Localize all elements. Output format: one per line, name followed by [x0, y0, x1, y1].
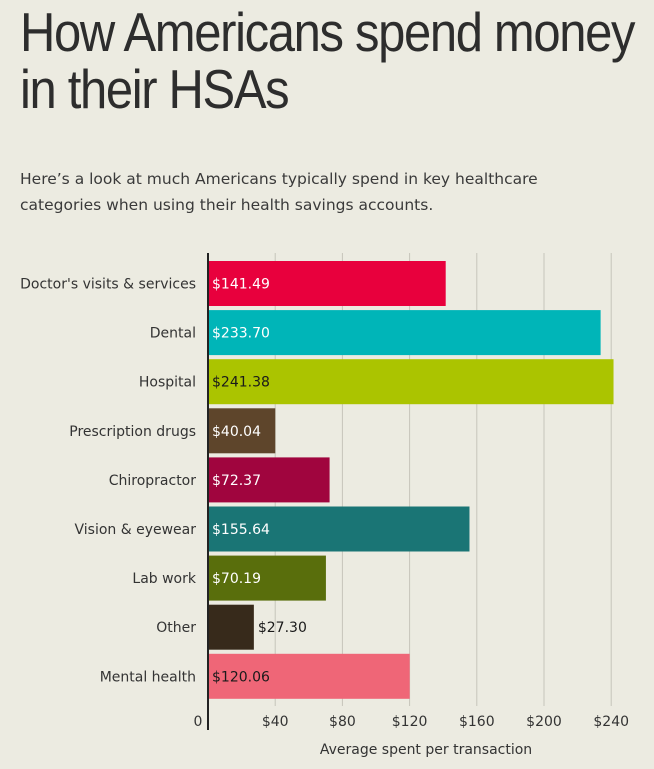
- x-tick-label: $80: [329, 714, 356, 730]
- value-label: $40.04: [212, 424, 261, 440]
- category-label: Prescription drugs: [69, 424, 196, 440]
- x-axis-title: Average spent per transaction: [320, 742, 532, 758]
- x-tick-label: 0: [194, 714, 203, 730]
- category-label: Vision & eyewear: [74, 522, 196, 538]
- x-tick-label: $200: [526, 714, 562, 730]
- category-label: Lab work: [132, 571, 196, 587]
- value-label: $70.19: [212, 571, 261, 587]
- value-label: $72.37: [212, 473, 261, 489]
- bar: [208, 310, 601, 356]
- category-label: Hospital: [139, 375, 196, 391]
- value-label: $27.30: [258, 620, 307, 636]
- value-label: $233.70: [212, 326, 270, 342]
- category-label: Doctor's visits & services: [20, 277, 196, 293]
- title-line-2: in their HSAs: [20, 58, 290, 120]
- value-labels: $141.49 $233.70 $241.38 $40.04 $72.37 $155.64…: [212, 277, 307, 686]
- chart-subtitle: Here’s a look at much Americans typicall…: [20, 170, 538, 214]
- value-label: $155.64: [212, 522, 270, 538]
- bar: [208, 457, 330, 503]
- category-label: Mental health: [100, 669, 196, 685]
- page-title: How Americans spend money in their HSAs: [20, 1, 636, 120]
- value-label: $141.49: [212, 277, 270, 293]
- x-tick-label: $160: [459, 714, 495, 730]
- x-axis: 0 $40 $80 $120 $160 $200 $240: [194, 253, 629, 730]
- bar: [208, 359, 614, 405]
- bar: [208, 506, 470, 552]
- bar: [208, 604, 254, 650]
- category-labels: Doctor's visits & services Dental Hospital…: [20, 277, 197, 686]
- x-tick-label: $40: [262, 714, 289, 730]
- x-tick-label: $240: [593, 714, 629, 730]
- bar: [208, 555, 326, 601]
- title-line-1: How Americans spend money: [20, 1, 636, 63]
- category-label: Other: [156, 620, 196, 636]
- bar: [208, 408, 276, 454]
- bars: [208, 261, 614, 699]
- bar: [208, 261, 446, 306]
- x-tick-label: $120: [392, 714, 428, 730]
- bar: [208, 653, 410, 699]
- category-label: Dental: [150, 326, 196, 342]
- value-label: $241.38: [212, 375, 270, 391]
- category-label: Chiropractor: [109, 473, 197, 489]
- value-label: $120.06: [212, 669, 270, 685]
